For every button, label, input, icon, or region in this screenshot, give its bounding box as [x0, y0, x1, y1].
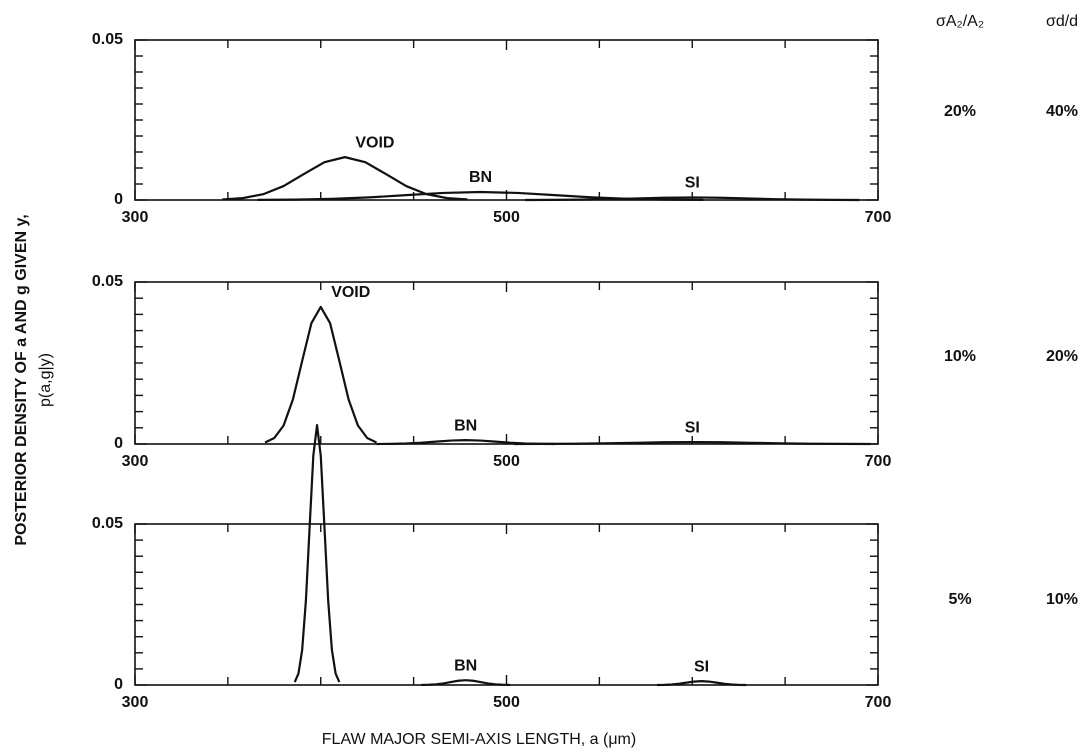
- series-label: BN: [469, 169, 492, 186]
- series-label: BN: [454, 417, 477, 434]
- series-label: SI: [685, 175, 700, 192]
- y-axis-label: p(a,g|y): [37, 353, 54, 407]
- curve: [293, 424, 341, 683]
- series-label: VOID: [331, 284, 370, 301]
- sigma-d-ratio: 20%: [1046, 348, 1078, 365]
- x-tick-label: 300: [122, 209, 149, 226]
- curve: [264, 305, 377, 444]
- x-tick-label: 500: [493, 453, 520, 470]
- sigma-a2-ratio: 10%: [944, 348, 976, 365]
- sigma-d-ratio: 40%: [1046, 103, 1078, 120]
- series-label: SI: [694, 658, 709, 675]
- curve: [656, 680, 747, 687]
- sigma-a2-ratio: 20%: [944, 103, 976, 120]
- x-tick-label: 300: [122, 453, 149, 470]
- plot-frame: [134, 39, 879, 201]
- series-label: BN: [454, 657, 477, 674]
- y-tick-label: 0: [114, 435, 123, 452]
- plot-frame: [134, 523, 879, 686]
- curve: [525, 196, 860, 202]
- x-tick-label: 300: [122, 694, 149, 711]
- y-tick-label: 0: [114, 191, 123, 208]
- y-tick-label: 0.05: [92, 515, 123, 532]
- x-axis-label: FLAW MAJOR SEMI-AXIS LENGTH, a (μm): [322, 731, 636, 748]
- curve: [513, 440, 871, 446]
- sigma-d-ratio: 10%: [1046, 591, 1078, 608]
- series-label: SI: [685, 419, 700, 436]
- y-axis-label: POSTERIOR DENSITY OF a AND g GIVEN y,: [13, 214, 30, 545]
- x-tick-label: 500: [493, 209, 520, 226]
- y-tick-label: 0.05: [92, 273, 123, 290]
- y-tick-label: 0: [114, 676, 123, 693]
- x-tick-label: 500: [493, 694, 520, 711]
- plot-frame: [134, 281, 879, 445]
- series-label: VOID: [355, 134, 394, 151]
- sigma-a2-ratio: 5%: [948, 591, 971, 608]
- x-tick-label: 700: [865, 694, 892, 711]
- y-tick-label: 0.05: [92, 31, 123, 48]
- curve: [421, 679, 511, 687]
- column-header: σd/d: [1046, 13, 1078, 30]
- x-tick-label: 700: [865, 453, 892, 470]
- x-tick-label: 700: [865, 209, 892, 226]
- column-header: σA₂/A₂: [936, 13, 984, 30]
